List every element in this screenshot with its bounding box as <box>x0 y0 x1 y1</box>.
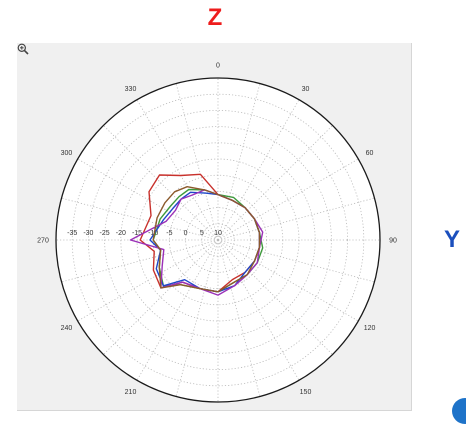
corner-blue-dot <box>452 398 466 424</box>
angle-tick-label-60: 60 <box>366 150 374 157</box>
radial-tick-label-0: 10 <box>214 230 222 237</box>
angle-tick-label-150: 150 <box>300 389 312 396</box>
angular-spoke-105 <box>217 239 375 283</box>
angle-tick-label-30: 30 <box>302 86 310 93</box>
angular-spoke-240 <box>77 239 219 322</box>
angle-tick-label-240: 240 <box>61 325 73 332</box>
angle-tick-label-270: 270 <box>37 238 49 245</box>
angle-tick-label-300: 300 <box>61 150 73 157</box>
y-axis-label: Y <box>443 226 460 253</box>
angular-spoke-120 <box>217 239 359 322</box>
angular-spoke-60 <box>217 158 359 241</box>
radial-grid-ring-7 <box>104 126 332 354</box>
radial-tick-label-6: -20 <box>116 230 126 237</box>
radial-tick-label-2: 0 <box>184 230 188 237</box>
radial-tick-label-3: -5 <box>166 230 172 237</box>
angular-spoke-210 <box>136 239 219 381</box>
angular-spoke-30 <box>217 99 300 241</box>
angular-spoke-150 <box>217 239 300 381</box>
z-axis-label: Z <box>207 4 223 31</box>
angular-spoke-195 <box>175 239 219 397</box>
zoom-in-icon[interactable] <box>17 43 29 55</box>
angular-spoke-315 <box>103 125 219 241</box>
angular-spoke-75 <box>217 197 375 241</box>
series-line-4 <box>129 189 264 296</box>
angular-spoke-330 <box>136 99 219 241</box>
angle-tick-label-330: 330 <box>125 86 137 93</box>
angular-spoke-165 <box>217 239 261 397</box>
angular-spoke-255 <box>61 239 219 283</box>
radial-tick-label-4: -10 <box>148 230 158 237</box>
angular-spoke-225 <box>103 239 219 355</box>
angle-tick-label-90: 90 <box>389 238 397 245</box>
radial-tick-label-9: -35 <box>67 230 77 237</box>
angular-spoke-135 <box>217 239 333 355</box>
radial-tick-label-1: 5 <box>200 230 204 237</box>
angle-tick-label-120: 120 <box>364 325 376 332</box>
radial-tick-label-5: -15 <box>132 230 142 237</box>
radial-grid-ring-8 <box>87 109 349 371</box>
polar-chart: 03060901201501802102402703003301050-5-10… <box>37 63 397 403</box>
angular-spoke-15 <box>217 83 261 241</box>
angular-spoke-285 <box>61 197 219 241</box>
radial-grid-ring-9 <box>71 93 365 387</box>
radial-tick-label-8: -30 <box>83 230 93 237</box>
angular-spoke-45 <box>217 125 333 241</box>
angular-spoke-300 <box>77 158 219 241</box>
radial-tick-label-7: -25 <box>100 230 110 237</box>
series-line-5 <box>152 185 261 293</box>
polar-plot-frame: 03060901201501802102402703003301050-5-10… <box>17 43 412 411</box>
angle-tick-label-0: 0 <box>216 63 220 70</box>
angular-spoke-345 <box>175 83 219 241</box>
angle-tick-label-210: 210 <box>125 389 137 396</box>
polar-outer-circle <box>55 77 381 403</box>
